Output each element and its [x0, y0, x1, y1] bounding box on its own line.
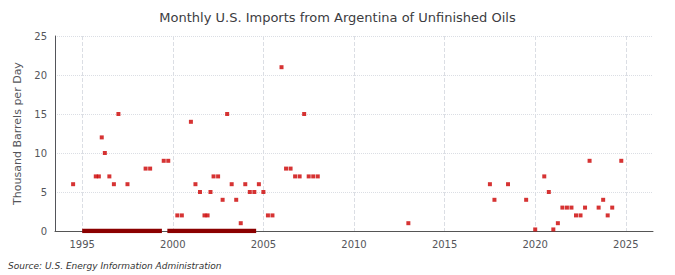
- svg-text:2010: 2010: [341, 239, 366, 250]
- svg-text:Source: U.S. Energy Informatio: Source: U.S. Energy Information Administ…: [8, 261, 222, 271]
- svg-text:0: 0: [41, 226, 47, 237]
- svg-text:2025: 2025: [613, 239, 638, 250]
- svg-text:10: 10: [34, 148, 47, 159]
- svg-text:1995: 1995: [69, 239, 94, 250]
- svg-text:20: 20: [34, 70, 47, 81]
- svg-text:2000: 2000: [160, 239, 185, 250]
- svg-text:25: 25: [34, 31, 47, 42]
- svg-text:Thousand Barrels per Day: Thousand Barrels per Day: [11, 62, 24, 206]
- svg-text:2005: 2005: [251, 239, 276, 250]
- svg-text:Monthly U.S. Imports from Arge: Monthly U.S. Imports from Argentina of U…: [159, 10, 516, 25]
- svg-text:2020: 2020: [522, 239, 547, 250]
- svg-text:2015: 2015: [432, 239, 457, 250]
- svg-text:15: 15: [34, 109, 47, 120]
- svg-text:5: 5: [41, 187, 47, 198]
